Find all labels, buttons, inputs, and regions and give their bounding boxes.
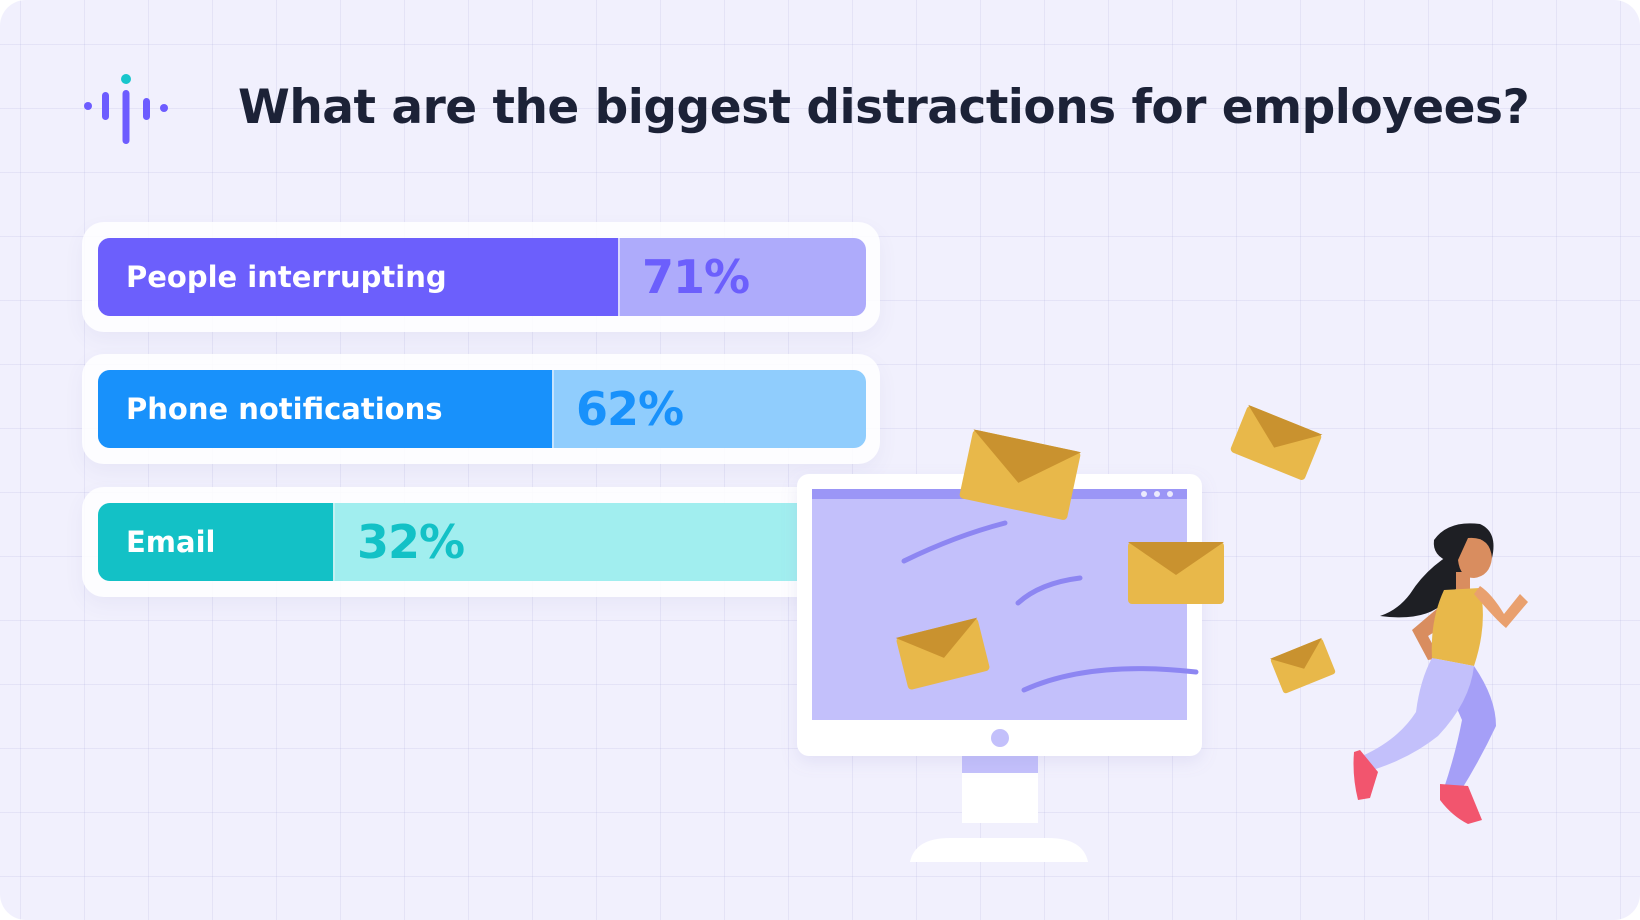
audio-bars-logo-icon (84, 74, 168, 144)
bar-row: Phone notifications 62% (82, 354, 880, 464)
bar-value-label: 32% (357, 515, 465, 569)
bar-fill: Email (98, 503, 335, 581)
monitor-icon (797, 474, 1202, 862)
bar-row: Email 32% (82, 487, 880, 597)
bar-track: Phone notifications 62% (98, 370, 866, 448)
bar-track: Email 32% (98, 503, 866, 581)
bar-category-label: Email (126, 525, 216, 559)
bar-row: People interrupting 71% (82, 222, 880, 332)
envelope-icon (895, 617, 990, 690)
bar-category-label: Phone notifications (126, 392, 443, 426)
bar-fill: People interrupting (98, 238, 620, 316)
page-title: What are the biggest distractions for em… (238, 80, 1530, 135)
bar-value-label: 71% (642, 250, 750, 304)
distracted-employee-illustration (797, 404, 1528, 862)
bar-value-label: 62% (576, 382, 684, 436)
bar-fill: Phone notifications (98, 370, 554, 448)
envelope-icon (1128, 542, 1224, 604)
envelope-icon (1230, 404, 1323, 480)
envelope-icon (959, 429, 1082, 520)
envelope-icon (1269, 637, 1336, 694)
bar-category-label: People interrupting (126, 260, 447, 294)
running-person-icon (1353, 523, 1528, 824)
bar-track: People interrupting 71% (98, 238, 866, 316)
